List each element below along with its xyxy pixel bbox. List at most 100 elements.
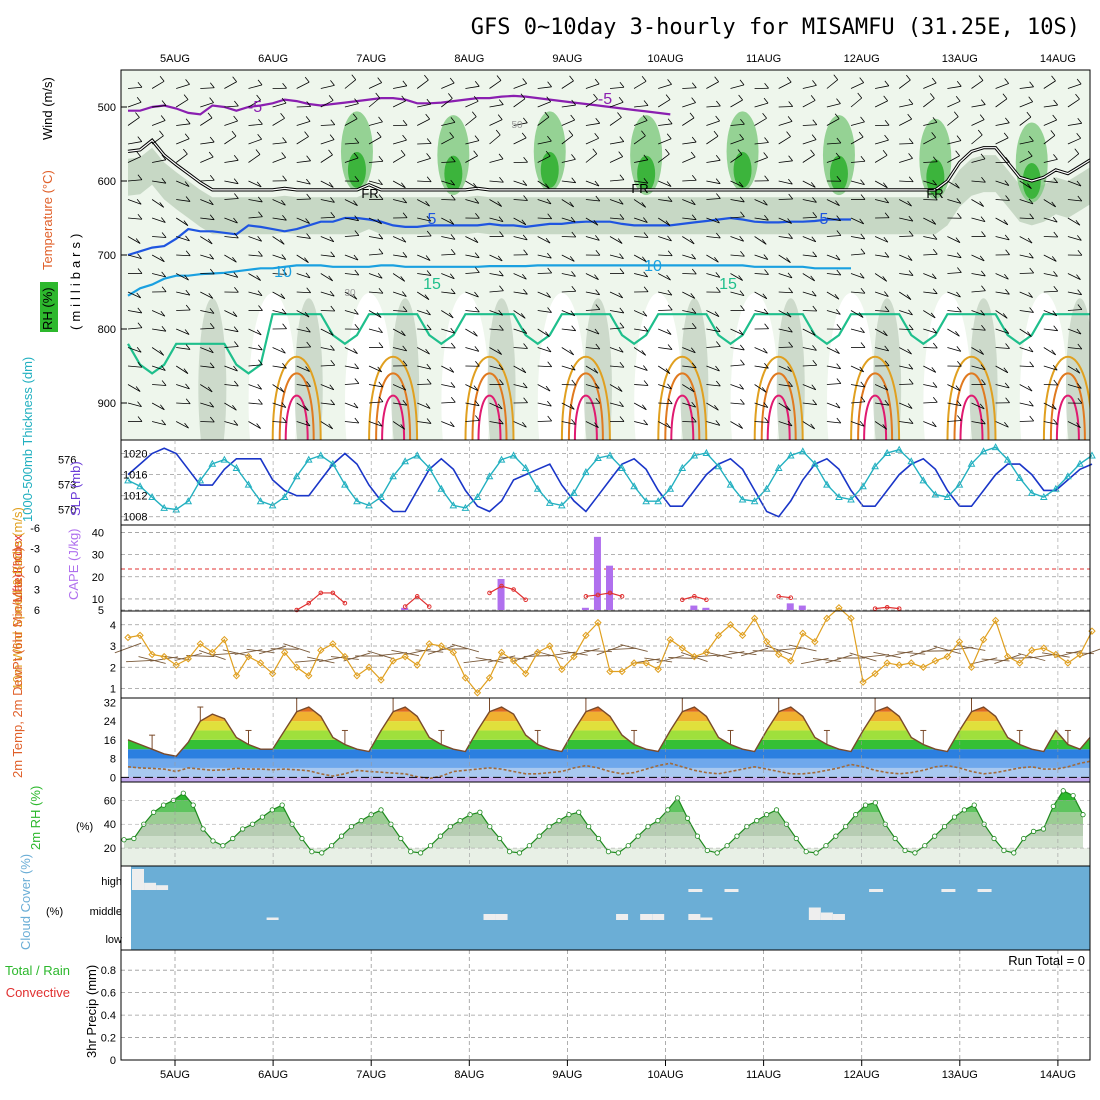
wind-barb-flag bbox=[496, 75, 502, 81]
wind-barb bbox=[296, 121, 311, 126]
wind-barb-flag bbox=[860, 381, 866, 388]
wind-barb-flag bbox=[329, 290, 335, 297]
wind-barb-flag bbox=[330, 197, 335, 203]
wind-barb-flag bbox=[689, 112, 695, 119]
rh-marker bbox=[131, 835, 137, 842]
wind-barb-flag bbox=[955, 96, 961, 102]
thickness-marker bbox=[365, 501, 373, 509]
wind-barb-flag bbox=[497, 201, 502, 207]
wind-barb bbox=[152, 421, 166, 426]
wind-barb bbox=[923, 253, 938, 256]
middle-cloud-bar bbox=[640, 914, 653, 920]
wind-barb-flag bbox=[907, 403, 913, 409]
wind-barb-flag bbox=[812, 345, 817, 351]
warm-isotherm-arch bbox=[1055, 394, 1080, 440]
wind-barb bbox=[754, 347, 768, 354]
thickness-marker bbox=[184, 497, 193, 505]
wind-barb bbox=[826, 79, 839, 89]
wind-barb-flag bbox=[764, 214, 769, 221]
wind-barb bbox=[778, 421, 793, 427]
wind-barb bbox=[875, 254, 889, 258]
wind-barb bbox=[730, 254, 745, 257]
wind-barb bbox=[802, 254, 817, 258]
li-marker bbox=[511, 587, 516, 592]
wind-barb bbox=[585, 180, 600, 187]
wind-barb bbox=[971, 199, 984, 207]
thickness-marker bbox=[196, 476, 205, 484]
wind-barb bbox=[995, 137, 1009, 145]
wind-barb-flag bbox=[595, 397, 601, 404]
wind-barb bbox=[272, 254, 286, 260]
cloud-axis-label: Cloud Cover (%) bbox=[18, 854, 33, 950]
wind-barb bbox=[344, 199, 358, 206]
wind-barb-flag bbox=[1051, 256, 1057, 262]
li-line bbox=[404, 595, 430, 608]
wind-barb bbox=[513, 199, 528, 201]
wind-barb-flag bbox=[281, 199, 286, 206]
wind-barb bbox=[200, 236, 213, 245]
wind-barb bbox=[248, 384, 262, 390]
wind-barb bbox=[1092, 385, 1100, 392]
wind-barb bbox=[417, 421, 432, 424]
wind-barb bbox=[465, 402, 480, 407]
wind-barb bbox=[658, 384, 672, 390]
wind-barb-flag bbox=[474, 198, 480, 204]
wind-barb-flag bbox=[497, 255, 503, 262]
wind-barb-flag bbox=[159, 76, 165, 82]
wind-barb-flag bbox=[1052, 364, 1058, 371]
rh-marker bbox=[220, 843, 226, 849]
wind-barb bbox=[1019, 291, 1033, 298]
temp-band bbox=[128, 721, 1090, 731]
wind-barb-flag bbox=[1029, 252, 1034, 259]
wind-barb-flag bbox=[932, 288, 938, 294]
rh-marker bbox=[734, 833, 740, 839]
moist-column bbox=[776, 298, 805, 440]
wind-barb-flag bbox=[1005, 195, 1010, 201]
wind-barb-flag bbox=[977, 129, 983, 136]
wind-barb bbox=[754, 291, 768, 300]
wind-barb bbox=[392, 328, 406, 337]
thickness-marker bbox=[919, 476, 928, 484]
wind-barb bbox=[489, 180, 504, 183]
top-date-axis: 5AUG 6AUG 7AUG 8AUG 9AUG 10AUG 11AUG 12AUG 13AUG… bbox=[160, 53, 1076, 65]
wind-barb-flag bbox=[571, 379, 577, 386]
temperature-legend-label: Temperature (°C) bbox=[40, 170, 55, 270]
wind-barb-flag bbox=[1003, 367, 1009, 374]
wind-barb bbox=[537, 140, 552, 145]
wind-barb bbox=[561, 328, 576, 332]
rh-marker bbox=[862, 802, 869, 808]
wind-barb bbox=[609, 310, 624, 314]
lifted-index-series bbox=[294, 583, 902, 613]
wind-barb-flag bbox=[883, 95, 888, 102]
wind-barb-flag bbox=[161, 419, 166, 426]
wind-barb-flag bbox=[544, 111, 550, 118]
wind-barb bbox=[248, 421, 261, 429]
wind-barb bbox=[417, 310, 431, 316]
wind-barb-flag bbox=[183, 368, 189, 374]
wind-barb bbox=[416, 79, 429, 89]
wind-barb bbox=[730, 364, 745, 367]
middle-cloud-bar bbox=[700, 917, 713, 920]
wind-barb bbox=[392, 291, 407, 297]
wind-barb-flag bbox=[450, 117, 456, 123]
wind-barb-flag bbox=[473, 96, 479, 102]
wind-barb bbox=[224, 273, 238, 278]
wind-barb-flag bbox=[811, 236, 817, 242]
warm-isotherm-arch bbox=[863, 394, 888, 440]
wind-barb-flag bbox=[378, 287, 384, 294]
wind-barb-flag bbox=[642, 310, 648, 317]
wind-barb-flag bbox=[955, 385, 961, 391]
wind-barb bbox=[561, 217, 576, 223]
wind-barb bbox=[272, 347, 286, 354]
wind-barb bbox=[585, 384, 600, 389]
wind-barb bbox=[537, 347, 552, 353]
wind10m-marker bbox=[811, 638, 819, 646]
wind-barb-flag bbox=[449, 421, 455, 427]
rh-marker bbox=[259, 814, 266, 820]
wind-barb bbox=[127, 141, 142, 145]
chart-title: GFS 0~10day 3-hourly for MISAMFU (31.25E… bbox=[471, 15, 1080, 40]
thickness-marker bbox=[244, 480, 253, 488]
wind-barb-flag bbox=[281, 402, 287, 408]
wind-barb-flag bbox=[857, 92, 863, 99]
wind-barb bbox=[1092, 328, 1100, 329]
